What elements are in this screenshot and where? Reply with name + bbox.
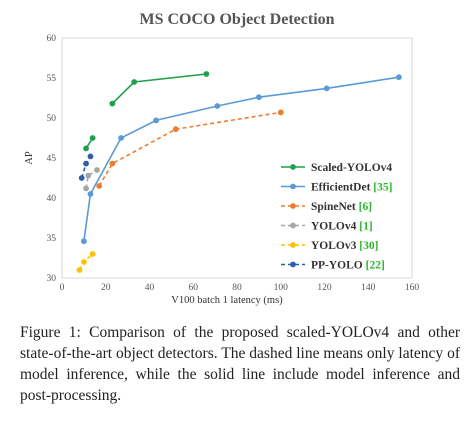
x-tick-label: 20 — [101, 283, 111, 293]
data-point — [78, 175, 85, 181]
x-tick-label: 60 — [189, 283, 199, 293]
y-tick-label: 40 — [47, 194, 57, 204]
series-6 — [78, 153, 94, 181]
series-line — [98, 111, 281, 187]
chart: MS COCO Object Detection 0 20 40 60 80 100 120… — [24, 11, 420, 306]
legend-label: Scaled-YOLOv4 — [311, 162, 392, 174]
y-tick-label: 60 — [47, 34, 57, 44]
series-5 — [76, 251, 96, 273]
y-axis-label: AP — [24, 151, 35, 165]
data-point — [203, 71, 210, 77]
y-tick-label: 30 — [47, 274, 57, 284]
data-point — [118, 135, 124, 141]
legend-citation: [35] — [370, 182, 392, 194]
data-point — [89, 135, 96, 141]
x-tick-label: 160 — [405, 283, 420, 293]
data-point — [131, 79, 138, 85]
data-point — [109, 160, 116, 167]
data-point — [109, 100, 116, 107]
figure-caption: Figure 1: Comparison of the proposed sca… — [20, 324, 460, 404]
x-tick-label: 100 — [274, 283, 289, 293]
legend-entry: YOLOv4 [1] — [281, 221, 373, 233]
data-point — [80, 238, 87, 245]
legend-label: EfficientDet [35] — [311, 182, 392, 194]
legend-citation: [22] — [363, 260, 385, 272]
legend-label: YOLOv4 [1] — [311, 221, 373, 233]
legend-swatch-marker — [290, 261, 296, 268]
legend-citation: [1] — [356, 221, 372, 233]
legend-citation: [30] — [356, 240, 378, 252]
series-1 — [83, 135, 96, 152]
data-point — [85, 172, 92, 179]
data-point — [87, 153, 94, 160]
legend-label: SpineNet [6] — [311, 201, 372, 213]
series-layer — [76, 71, 402, 273]
legend-citation: [6] — [356, 201, 372, 213]
data-point — [323, 85, 330, 92]
x-tick-label: 140 — [361, 283, 376, 293]
data-point — [94, 167, 100, 173]
x-tick-label: 40 — [145, 283, 155, 293]
legend-entry: Scaled-YOLOv4 — [281, 162, 392, 174]
legend-entry: EfficientDet [35] — [281, 182, 392, 194]
x-tick-label: 80 — [232, 283, 242, 293]
series-line — [83, 76, 399, 242]
legend-entry: PP-YOLO [22] — [281, 260, 385, 272]
legend-label: YOLOv3 [30] — [311, 240, 378, 252]
data-point — [83, 145, 89, 152]
data-point — [89, 251, 96, 257]
legend: Scaled-YOLOv4 EfficientDet [35] SpineNet [… — [281, 162, 392, 272]
chart-title: MS COCO Object Detection — [139, 11, 334, 28]
legend-swatch-marker — [290, 203, 296, 209]
plot-frame — [61, 37, 413, 279]
legend-entry: YOLOv3 [30] — [281, 240, 378, 252]
y-tick-label: 50 — [47, 114, 57, 124]
data-point — [172, 126, 179, 133]
y-tick-label: 45 — [47, 154, 57, 164]
data-point — [255, 94, 262, 101]
data-point — [153, 117, 159, 124]
legend-swatch-marker — [290, 183, 296, 190]
series-2 — [80, 74, 402, 245]
legend-label: PP-YOLO [22] — [311, 260, 385, 272]
legend-swatch-marker — [290, 164, 296, 170]
y-tick-label: 55 — [47, 74, 57, 84]
plot-area: 0 20 40 60 80 100 120 140 160 30 35 40 45 50 55 60 — [47, 34, 420, 293]
series-4 — [83, 167, 100, 192]
data-point — [83, 160, 89, 167]
series-0 — [109, 71, 210, 107]
x-tick-label: 120 — [317, 283, 332, 293]
x-axis-label: V100 batch 1 latency (ms) — [171, 295, 283, 306]
x-tick-label: 0 — [60, 283, 65, 293]
legend-swatch-marker — [290, 222, 296, 229]
legend-entry: SpineNet [6] — [281, 201, 372, 213]
data-point — [83, 185, 89, 192]
data-point — [87, 191, 94, 197]
legend-swatch-marker — [290, 242, 296, 248]
y-tick-label: 35 — [47, 234, 57, 244]
data-point — [80, 259, 87, 265]
data-point — [214, 103, 221, 109]
data-point — [395, 74, 402, 81]
series-3 — [96, 109, 284, 189]
data-point — [76, 267, 83, 273]
series-line — [111, 73, 207, 105]
data-point — [277, 109, 284, 116]
data-point — [96, 183, 103, 189]
